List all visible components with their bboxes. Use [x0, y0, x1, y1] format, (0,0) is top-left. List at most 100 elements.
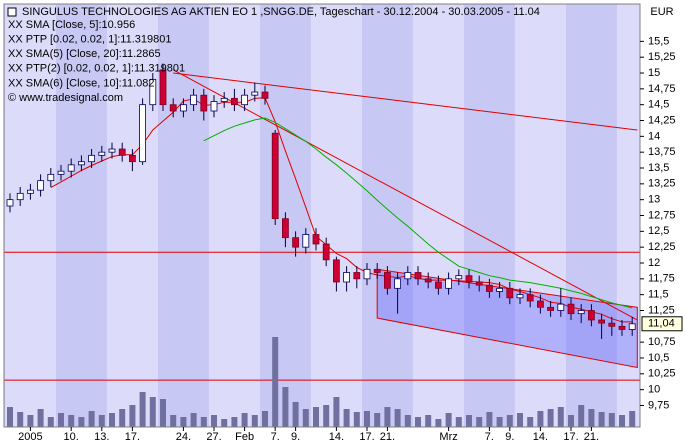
candle-body: [210, 101, 218, 112]
volume-bar: [486, 412, 493, 427]
candle-body: [353, 272, 361, 280]
x-tick-label: 9.: [291, 431, 300, 443]
candle-body: [363, 268, 371, 280]
last-price-box: [641, 316, 683, 332]
candle-body: [445, 278, 453, 289]
candle-body: [169, 104, 177, 112]
x-tick-label: 7.: [271, 431, 280, 443]
volume-bar: [231, 417, 238, 427]
volume-bar: [88, 411, 95, 427]
candle-body: [98, 151, 106, 156]
candle-body: [190, 94, 198, 106]
candle-body: [179, 104, 187, 112]
volume-bar: [333, 397, 340, 427]
y-tick-label: 12,75: [648, 209, 676, 221]
volume-bar: [619, 415, 625, 427]
volume-bar: [323, 405, 330, 427]
candle-body: [241, 94, 249, 106]
y-tick-label: 10,5: [648, 352, 669, 364]
candle-body: [414, 272, 422, 280]
volume-bar: [109, 413, 115, 427]
candle-body: [577, 310, 585, 315]
volume-bar: [17, 412, 24, 427]
candle-body: [78, 161, 85, 166]
candle-body: [230, 97, 238, 106]
volume-bar: [272, 337, 279, 427]
x-tick-label: 17.: [359, 431, 374, 443]
candle-body: [281, 218, 289, 239]
volume-bar: [27, 415, 34, 427]
legend-entry: XX PTP(2) [0.02, 0.02, 1]:11.319801: [8, 63, 185, 75]
candle-body: [139, 104, 147, 163]
candle-body: [465, 275, 473, 283]
candle-body: [332, 259, 340, 283]
y-tick-label: 11,25: [648, 304, 675, 316]
x-tick-label: Mrz: [439, 431, 457, 443]
y-tick-label: 14,25: [648, 114, 676, 126]
y-tick-label: 14: [648, 130, 660, 142]
candle-body: [434, 281, 442, 289]
volume-bar: [364, 411, 370, 427]
x-tick-label: 17.: [125, 431, 140, 443]
candle-body: [292, 237, 300, 248]
volume-bar: [149, 397, 156, 427]
trend-line: [173, 72, 638, 131]
volume-bar: [180, 417, 187, 427]
volume-bar: [58, 413, 64, 427]
candle-body: [128, 154, 136, 163]
candle-body: [618, 325, 626, 330]
y-tick-label: 14,75: [648, 83, 676, 95]
candle-body: [496, 287, 504, 292]
volume-bar: [353, 412, 360, 427]
y-tick-label: 13,75: [648, 146, 676, 158]
volume-bar: [292, 402, 299, 427]
volume-bar: [68, 415, 75, 427]
volume-bar: [496, 417, 503, 427]
y-tick-label: 9,75: [648, 399, 669, 411]
x-tick-label: 13.: [94, 431, 109, 443]
candle-body: [149, 78, 157, 106]
y-tick-label: 12,25: [648, 241, 676, 253]
candle-body: [608, 322, 616, 327]
volume-bar: [343, 409, 350, 427]
candle-body: [220, 97, 228, 102]
volume-bar: [557, 407, 564, 427]
volume-bar: [517, 413, 523, 427]
volume-bar: [568, 415, 574, 427]
unit-label: EUR: [650, 6, 673, 18]
candle-body: [394, 278, 402, 289]
volume-bar: [588, 409, 595, 427]
x-tick-label: 17.: [563, 431, 578, 443]
candle-body: [261, 91, 269, 99]
x-tick-label: 21.: [380, 431, 395, 443]
x-tick-label: 7.: [485, 431, 494, 443]
candle-body: [312, 234, 320, 245]
y-tick-label: 13: [648, 194, 660, 206]
candle-body: [322, 243, 330, 261]
volume-bar: [129, 405, 136, 427]
x-tick-label: 10.: [64, 431, 79, 443]
volume-bar: [425, 415, 432, 427]
y-tick-label: 15,25: [648, 51, 676, 63]
candle-body: [475, 281, 483, 286]
volume-bar: [384, 407, 391, 427]
candle-body: [6, 199, 14, 207]
indicator-line: [50, 97, 633, 323]
candle-body: [547, 306, 554, 311]
volume-bar: [537, 411, 544, 427]
plot-area: [4, 0, 686, 447]
candle-body: [57, 170, 65, 175]
candle-body: [343, 272, 351, 283]
candle-body: [424, 278, 432, 283]
volume-bar: [547, 409, 554, 427]
title-icon: [7, 7, 17, 17]
week-stripe: [4, 4, 56, 427]
candle-body: [200, 94, 208, 112]
volume-bar: [47, 417, 54, 427]
candle-body: [526, 294, 534, 302]
last-price-label: 11,04: [648, 318, 675, 330]
copyright: © www.tradesignal.com: [8, 92, 123, 104]
y-tick-label: 15: [648, 67, 660, 79]
y-tick-label: 11,75: [648, 273, 675, 285]
